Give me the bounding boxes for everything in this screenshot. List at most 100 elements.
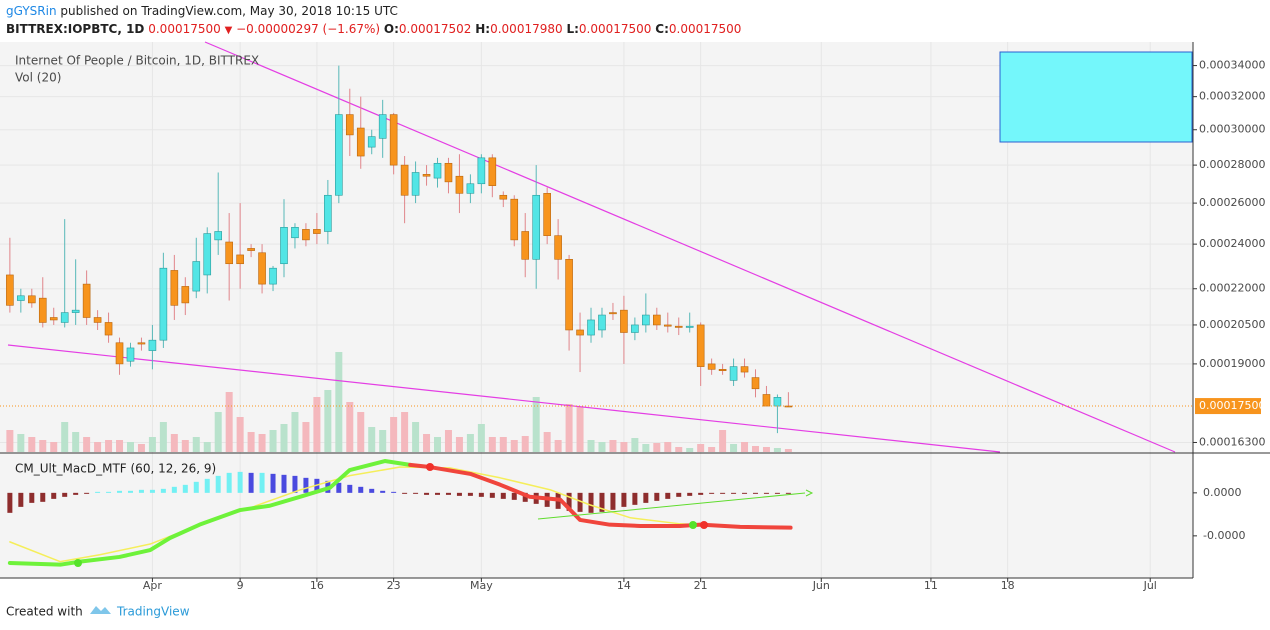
y-tick-label: 0.00024000	[1199, 237, 1265, 250]
ohlc-value: 0.00017500	[668, 22, 742, 36]
y-tick-label: 0.00020500	[1199, 318, 1265, 331]
macd-layer	[7, 459, 793, 567]
volume-bar	[587, 440, 595, 452]
candle-body	[488, 157, 497, 186]
published: published on TradingView.com, May 30, 20…	[60, 4, 398, 18]
candle-body	[532, 194, 540, 260]
volume-bar	[28, 437, 36, 452]
candle-body	[411, 172, 420, 196]
volume-bar	[170, 434, 178, 452]
volume-bar	[488, 437, 496, 452]
chart-bg	[0, 42, 1193, 578]
volume-bar	[17, 434, 25, 452]
volume-bar	[192, 437, 200, 452]
histogram-bar	[599, 492, 605, 512]
volume-bar	[247, 432, 255, 452]
volume-legend: Vol (20)	[15, 71, 61, 85]
arrow-head	[805, 489, 814, 497]
candle-body	[203, 233, 212, 276]
histogram-bar	[18, 492, 24, 507]
y-tick-label: 0.00026000	[1199, 196, 1265, 209]
histogram-bar	[742, 492, 748, 494]
ohlc-key: C:	[655, 22, 669, 36]
histogram-bar	[774, 492, 780, 494]
candle-body	[653, 314, 661, 326]
histogram-bar	[303, 477, 309, 493]
histogram-bar	[709, 492, 715, 494]
candle-body	[137, 342, 146, 345]
volume-bar	[554, 440, 562, 452]
ohlc-key: L:	[566, 22, 579, 36]
histogram-bar	[215, 475, 221, 493]
volume-bar	[368, 427, 376, 452]
volume-bar	[401, 412, 409, 452]
y-tick-label: -0.0000	[1203, 529, 1245, 542]
histogram-bar	[237, 471, 243, 493]
histogram-bar	[467, 492, 473, 496]
x-tick-label: Apr	[143, 579, 163, 592]
histogram-bar	[40, 492, 46, 502]
candle-body	[60, 312, 69, 323]
candle-body	[707, 363, 716, 370]
volume-bar	[346, 402, 354, 452]
candle-body	[345, 114, 354, 136]
ohlc-value: 0.00017980	[490, 22, 563, 36]
y-tick-label: 0.00016300	[1199, 435, 1265, 448]
volume-bar	[357, 412, 365, 452]
user[interactable]: gGYSRin	[6, 4, 57, 18]
x-tick-label: 21	[694, 579, 708, 592]
candle-body	[685, 325, 694, 328]
candle-body	[214, 231, 223, 241]
volume-bar	[291, 412, 299, 452]
candle-body	[762, 394, 771, 407]
volume-bar	[576, 407, 584, 452]
histogram-bar	[226, 472, 232, 493]
histogram-bar	[117, 490, 123, 493]
volume-bar	[477, 424, 485, 452]
candle-body	[313, 229, 321, 234]
histogram-bar	[204, 478, 210, 493]
histogram-bar	[413, 492, 419, 494]
volume-bar	[181, 440, 189, 452]
y-tick-label: 0.00030000	[1199, 123, 1265, 136]
x-tick-label: 16	[310, 579, 324, 592]
volume-bar	[280, 424, 288, 452]
histogram-bar	[73, 492, 79, 495]
candle-body	[587, 319, 595, 336]
histogram-bar	[380, 490, 386, 493]
histogram-bar	[369, 488, 375, 493]
volume-bar	[390, 417, 398, 452]
candle-body	[49, 317, 58, 321]
trend-line	[537, 492, 806, 520]
candle-body	[477, 157, 486, 185]
volume-bar	[126, 442, 134, 452]
volume-bar	[214, 412, 222, 452]
volume-bar	[39, 440, 47, 452]
histogram-bar	[654, 492, 660, 501]
candle-body	[400, 164, 409, 196]
histogram-bar	[292, 475, 298, 493]
trend-line	[7, 344, 1001, 453]
histogram-bar	[51, 492, 57, 499]
volume-bar	[105, 440, 113, 452]
macd-line	[9, 466, 792, 563]
volume-bar	[379, 430, 387, 452]
volume-bar	[225, 392, 233, 452]
ohlc-value: 0.00017502	[398, 22, 472, 36]
volume-bar	[697, 444, 705, 452]
volume-bar	[412, 422, 420, 452]
volume-bar	[94, 442, 102, 452]
candle-body	[6, 274, 14, 306]
y-tick-label: 0.00019000	[1199, 357, 1265, 370]
footer-brand[interactable]: TradingView	[116, 605, 190, 619]
footer-created: Created with	[6, 605, 83, 619]
volume-bar	[434, 437, 442, 452]
volume-bar	[6, 430, 14, 452]
candle-body	[335, 114, 343, 196]
candle-body	[543, 193, 551, 236]
volume-bar	[444, 430, 452, 452]
volume-bar	[675, 447, 683, 452]
ohlc-key: O:	[383, 22, 399, 36]
candle-body	[554, 235, 562, 260]
ohlc-key: H:	[475, 22, 491, 36]
